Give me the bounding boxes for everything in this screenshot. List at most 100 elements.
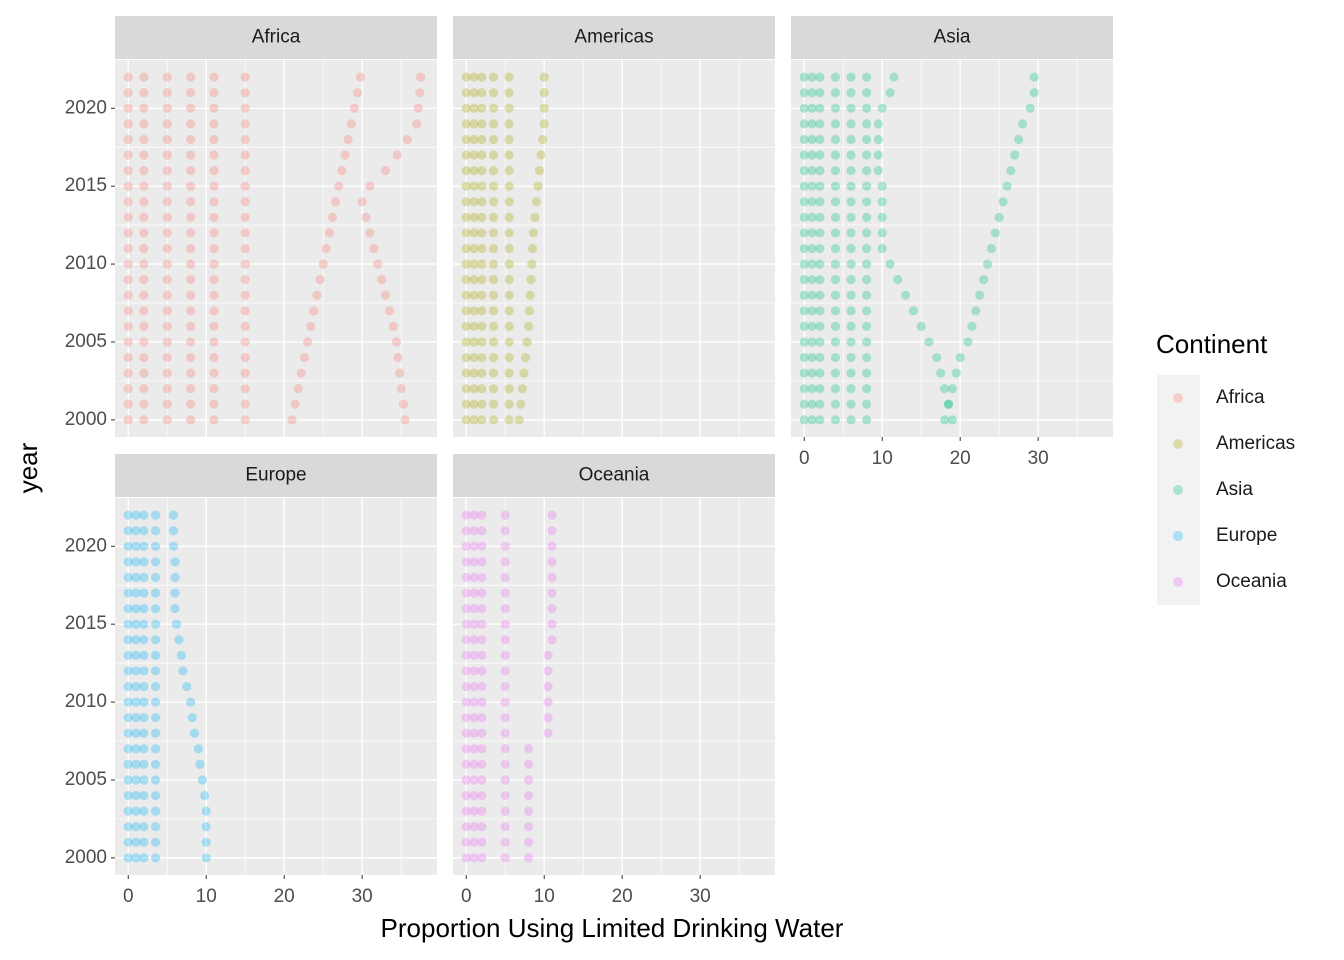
point: [174, 635, 184, 645]
point: [182, 681, 192, 692]
point: [150, 759, 161, 769]
point: [531, 197, 542, 207]
point: [131, 837, 141, 847]
point: [504, 134, 514, 145]
point: [162, 72, 172, 82]
point: [514, 415, 524, 425]
point: [469, 399, 479, 409]
point: [131, 510, 141, 520]
point: [139, 290, 149, 300]
point: [461, 72, 471, 82]
point: [139, 744, 149, 754]
point: [131, 526, 141, 536]
point: [461, 337, 471, 347]
point: [978, 275, 989, 285]
point: [139, 103, 149, 113]
point: [846, 290, 856, 300]
point: [162, 150, 172, 160]
point: [815, 88, 825, 98]
point: [862, 384, 872, 394]
point: [799, 150, 809, 160]
point: [547, 588, 557, 598]
point: [123, 588, 133, 598]
point: [139, 635, 149, 645]
point: [799, 384, 809, 394]
point: [846, 228, 856, 238]
point: [377, 275, 387, 285]
point: [873, 119, 883, 129]
point: [162, 368, 172, 378]
point: [527, 243, 538, 254]
point: [240, 212, 250, 222]
point: [131, 572, 141, 583]
point: [815, 166, 825, 176]
point: [1014, 134, 1024, 145]
point: [538, 134, 548, 145]
point: [504, 228, 514, 238]
legend-label: Oceania: [1216, 571, 1287, 592]
point: [209, 352, 219, 363]
y-tick-label: 2015: [65, 175, 107, 196]
point: [394, 368, 405, 378]
point: [139, 853, 149, 863]
point: [400, 415, 410, 425]
point: [830, 212, 841, 222]
point: [936, 368, 946, 378]
point: [461, 321, 471, 331]
point: [846, 352, 856, 363]
point: [533, 181, 543, 191]
point: [939, 384, 950, 394]
point: [477, 728, 487, 738]
point: [139, 399, 149, 409]
point: [807, 306, 817, 316]
point: [986, 243, 996, 254]
point: [139, 150, 149, 160]
point: [877, 103, 887, 113]
point: [131, 588, 141, 598]
point: [526, 275, 536, 285]
point: [862, 275, 872, 285]
point: [943, 399, 954, 409]
point: [807, 228, 817, 238]
point: [240, 119, 250, 129]
point: [815, 243, 825, 254]
point: [1006, 166, 1016, 176]
x-tick-label: 30: [1028, 448, 1049, 469]
point: [346, 119, 356, 129]
point: [139, 588, 149, 598]
point: [547, 557, 557, 567]
point: [150, 790, 161, 801]
point: [807, 72, 817, 82]
point: [830, 88, 841, 98]
point: [309, 306, 319, 316]
point: [500, 759, 510, 769]
point: [862, 306, 872, 316]
point: [393, 352, 403, 363]
legend-key: [1157, 421, 1200, 467]
point: [139, 119, 149, 129]
point: [340, 150, 350, 160]
point: [477, 775, 487, 785]
point: [461, 290, 471, 300]
point: [799, 228, 809, 238]
point: [524, 759, 534, 769]
point: [150, 775, 161, 785]
point: [539, 103, 549, 113]
legend-marker: [1173, 485, 1183, 495]
point: [873, 134, 883, 145]
point: [543, 697, 553, 707]
point: [209, 228, 219, 238]
point: [162, 321, 172, 331]
point: [477, 134, 487, 145]
point: [547, 526, 557, 536]
point: [994, 212, 1004, 222]
point: [488, 150, 499, 160]
point: [477, 150, 487, 160]
point: [139, 306, 149, 316]
point: [504, 337, 514, 347]
point: [461, 306, 471, 316]
point: [488, 259, 499, 269]
point: [469, 681, 479, 692]
point: [131, 650, 141, 660]
